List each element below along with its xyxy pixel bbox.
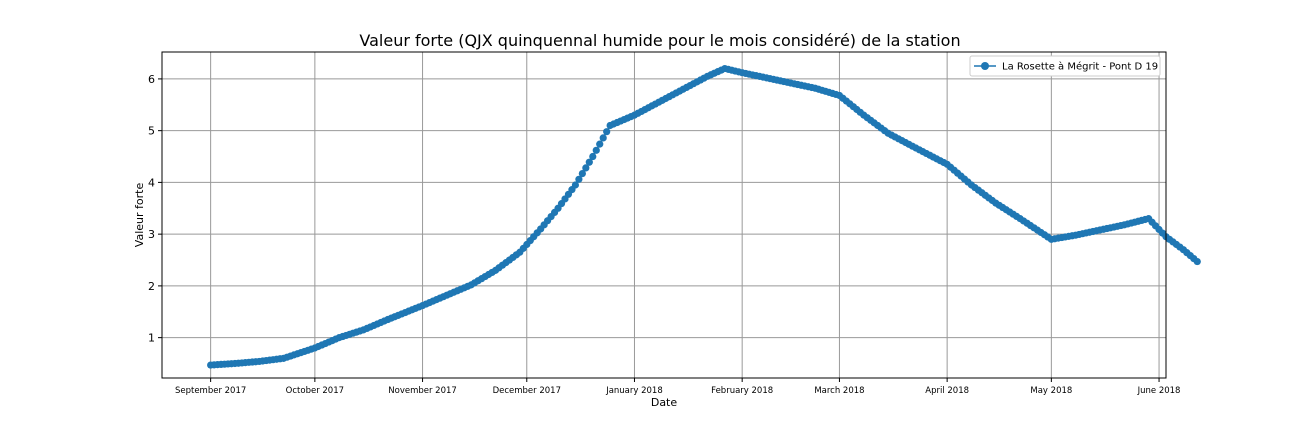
data-point xyxy=(582,164,590,172)
y-axis-label: Valeur forte xyxy=(133,183,146,248)
data-point xyxy=(571,181,580,189)
legend-series-label: La Rosette à Mégrit - Pont D 19 xyxy=(1002,61,1158,73)
data-point xyxy=(596,140,604,148)
legend-box xyxy=(969,55,1161,77)
x-axis-label: Date xyxy=(651,396,678,409)
x-tick-label: November 2017 xyxy=(388,386,457,396)
data-point xyxy=(578,170,586,178)
x-tick-label: May 2018 xyxy=(1030,386,1072,396)
y-tick-label: 2 xyxy=(148,280,155,293)
legend: La Rosette à Mégrit - Pont D 19 xyxy=(969,55,1161,77)
x-tick-label: January 2018 xyxy=(605,386,663,396)
x-tick-label: October 2017 xyxy=(286,386,344,396)
y-tick-label: 4 xyxy=(148,176,155,189)
data-point xyxy=(585,158,593,166)
y-tick-label: 6 xyxy=(148,73,155,86)
x-tick-label: February 2018 xyxy=(711,386,773,396)
axis-ticks: September 2017 October 2017 November 2017 D… xyxy=(148,73,1180,396)
x-tick-label: April 2018 xyxy=(925,386,969,396)
y-tick-label: 3 xyxy=(148,228,155,241)
grid-lines xyxy=(162,52,1166,378)
x-tick-label: September 2017 xyxy=(175,386,246,396)
chart-title: Valeur forte (QJX quinquennal humide pou… xyxy=(359,31,960,50)
y-tick-label: 1 xyxy=(148,332,155,345)
x-tick-label: December 2017 xyxy=(493,386,561,396)
data-point xyxy=(592,146,600,154)
data-point xyxy=(589,152,597,161)
y-tick-label: 5 xyxy=(148,125,155,138)
plot-area-frame xyxy=(161,51,1167,379)
x-tick-label: June 2018 xyxy=(1137,386,1181,396)
data-point xyxy=(603,128,611,136)
x-tick-label: March 2018 xyxy=(814,386,864,396)
data-point xyxy=(575,175,583,183)
data-point xyxy=(1193,257,1201,266)
legend-marker-sample xyxy=(981,62,989,70)
series-group xyxy=(207,64,1201,369)
data-point xyxy=(599,134,607,142)
